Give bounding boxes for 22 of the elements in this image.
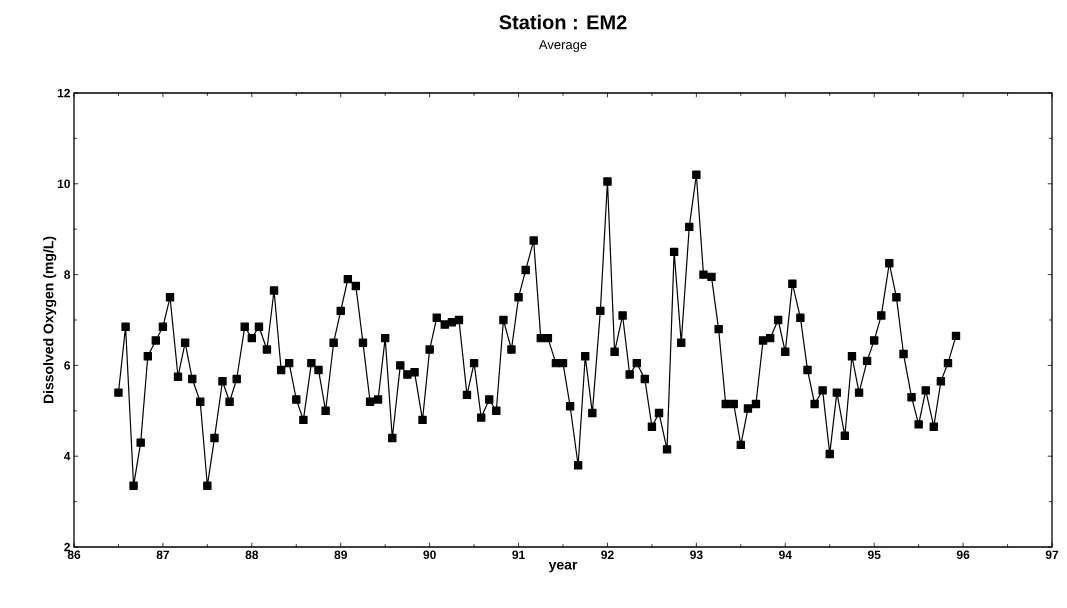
x-tick-label: 91 — [512, 550, 525, 560]
x-tick-label: 96 — [956, 550, 970, 560]
y-tick-label: 12 — [57, 88, 70, 98]
x-axis-title: year — [548, 561, 578, 573]
x-tick-label: 93 — [690, 550, 703, 560]
y-tick-label: 2 — [64, 542, 70, 552]
x-tick-label: 89 — [334, 550, 347, 560]
y-tick-label: 4 — [63, 452, 71, 461]
y-tick-label: 8 — [64, 270, 71, 279]
x-tick-label: 86 — [67, 550, 81, 560]
x-tick-label: 94 — [779, 550, 792, 560]
x-tick-label: 95 — [867, 550, 881, 560]
x-tick-label: 90 — [423, 550, 436, 560]
y-axis-title: Dissolved Oxygen (mg/L) — [43, 236, 57, 404]
chart-subtitle: Average — [538, 40, 587, 52]
y-tick-label: 10 — [57, 179, 70, 189]
y-tick-label: 6 — [64, 361, 71, 370]
chart-title: Station : EM2 — [499, 14, 627, 30]
x-tick-label: 92 — [601, 550, 614, 560]
x-tick-label: 87 — [156, 550, 170, 560]
x-tick-label: 88 — [245, 550, 259, 560]
x-tick-label: 97 — [1045, 550, 1059, 560]
